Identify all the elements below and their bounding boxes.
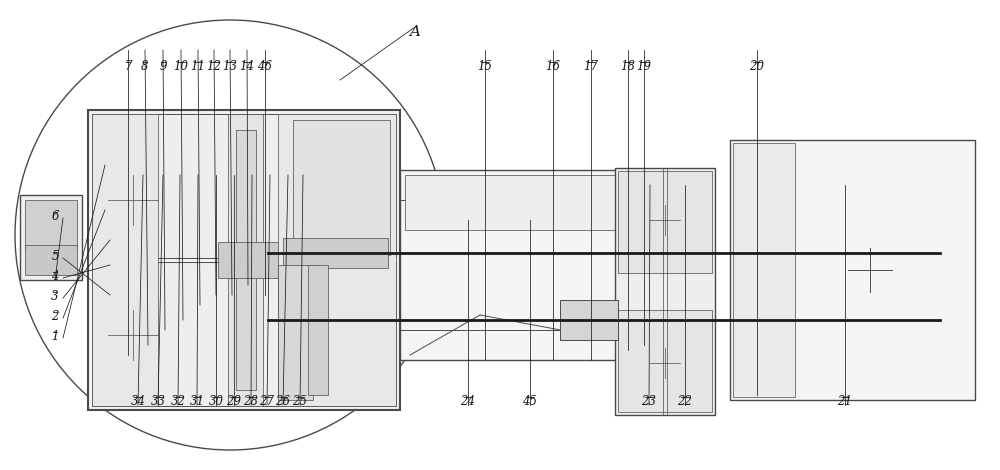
Bar	[400, 170, 700, 360]
Text: 3: 3	[51, 290, 59, 303]
Circle shape	[125, 192, 141, 208]
Circle shape	[308, 165, 378, 235]
Text: 7: 7	[124, 60, 132, 73]
Text: 14: 14	[240, 60, 254, 73]
Bar	[405, 175, 695, 230]
Text: 20: 20	[750, 60, 765, 73]
Circle shape	[770, 170, 970, 370]
Text: 4: 4	[51, 270, 59, 283]
Bar	[283, 238, 388, 268]
Circle shape	[322, 179, 364, 221]
Circle shape	[241, 273, 251, 283]
Text: 24: 24	[460, 395, 476, 408]
Text: 12: 12	[207, 60, 222, 73]
Circle shape	[648, 346, 682, 379]
Bar	[25, 245, 77, 275]
Bar	[632, 330, 698, 396]
Bar	[560, 300, 618, 340]
Circle shape	[846, 246, 894, 294]
Text: 25: 25	[292, 395, 308, 408]
Bar	[733, 143, 795, 397]
Bar	[278, 265, 313, 400]
Bar	[615, 168, 715, 415]
Bar	[236, 130, 256, 245]
Bar	[20, 195, 82, 280]
Text: 13: 13	[222, 60, 238, 73]
Text: 18: 18	[620, 60, 636, 73]
Text: 10: 10	[174, 60, 188, 73]
Bar	[88, 110, 400, 410]
Bar	[92, 114, 158, 406]
Circle shape	[648, 204, 682, 236]
Circle shape	[106, 308, 160, 362]
Bar	[92, 262, 396, 406]
Bar	[308, 265, 328, 395]
Circle shape	[241, 250, 251, 260]
Circle shape	[635, 333, 695, 393]
Text: 15: 15	[478, 60, 492, 73]
Bar	[25, 200, 77, 250]
Bar	[228, 114, 263, 406]
Text: 27: 27	[260, 395, 274, 408]
Text: 11: 11	[190, 60, 206, 73]
Circle shape	[125, 328, 141, 343]
Polygon shape	[231, 128, 261, 160]
Bar	[278, 114, 396, 406]
Text: 23: 23	[642, 395, 656, 408]
Text: 45: 45	[522, 395, 538, 408]
Text: 1: 1	[51, 330, 59, 343]
Text: 16: 16	[546, 60, 560, 73]
Text: 19: 19	[637, 60, 652, 73]
Circle shape	[660, 215, 670, 226]
Circle shape	[106, 172, 160, 227]
Text: 29: 29	[226, 395, 242, 408]
Circle shape	[91, 158, 175, 242]
Circle shape	[33, 257, 43, 267]
Bar	[92, 114, 396, 258]
Circle shape	[660, 358, 670, 368]
Text: 46: 46	[258, 60, 272, 73]
Circle shape	[798, 198, 942, 342]
Bar	[730, 140, 975, 400]
Circle shape	[635, 190, 695, 250]
Text: 28: 28	[244, 395, 258, 408]
Text: 2: 2	[51, 310, 59, 323]
Text: 5: 5	[51, 250, 59, 263]
Bar	[293, 120, 390, 255]
Bar	[632, 187, 698, 253]
Text: 6: 6	[51, 210, 59, 223]
Text: 8: 8	[141, 60, 149, 73]
Text: 26: 26	[276, 395, 290, 408]
Bar	[236, 275, 256, 390]
Text: 21: 21	[838, 395, 852, 408]
Bar	[218, 242, 288, 278]
Text: 34: 34	[130, 395, 146, 408]
Bar	[618, 310, 712, 412]
Text: 33: 33	[150, 395, 166, 408]
Circle shape	[241, 260, 251, 270]
Bar	[618, 171, 712, 273]
Circle shape	[860, 260, 880, 280]
Text: 22: 22	[678, 395, 692, 408]
Text: 9: 9	[159, 60, 167, 73]
Text: A: A	[410, 25, 420, 39]
Circle shape	[581, 311, 599, 329]
Text: 30: 30	[208, 395, 224, 408]
Circle shape	[91, 293, 175, 377]
Text: 32: 32	[170, 395, 186, 408]
Circle shape	[337, 194, 349, 206]
Text: 31: 31	[190, 395, 205, 408]
Text: 17: 17	[584, 60, 598, 73]
